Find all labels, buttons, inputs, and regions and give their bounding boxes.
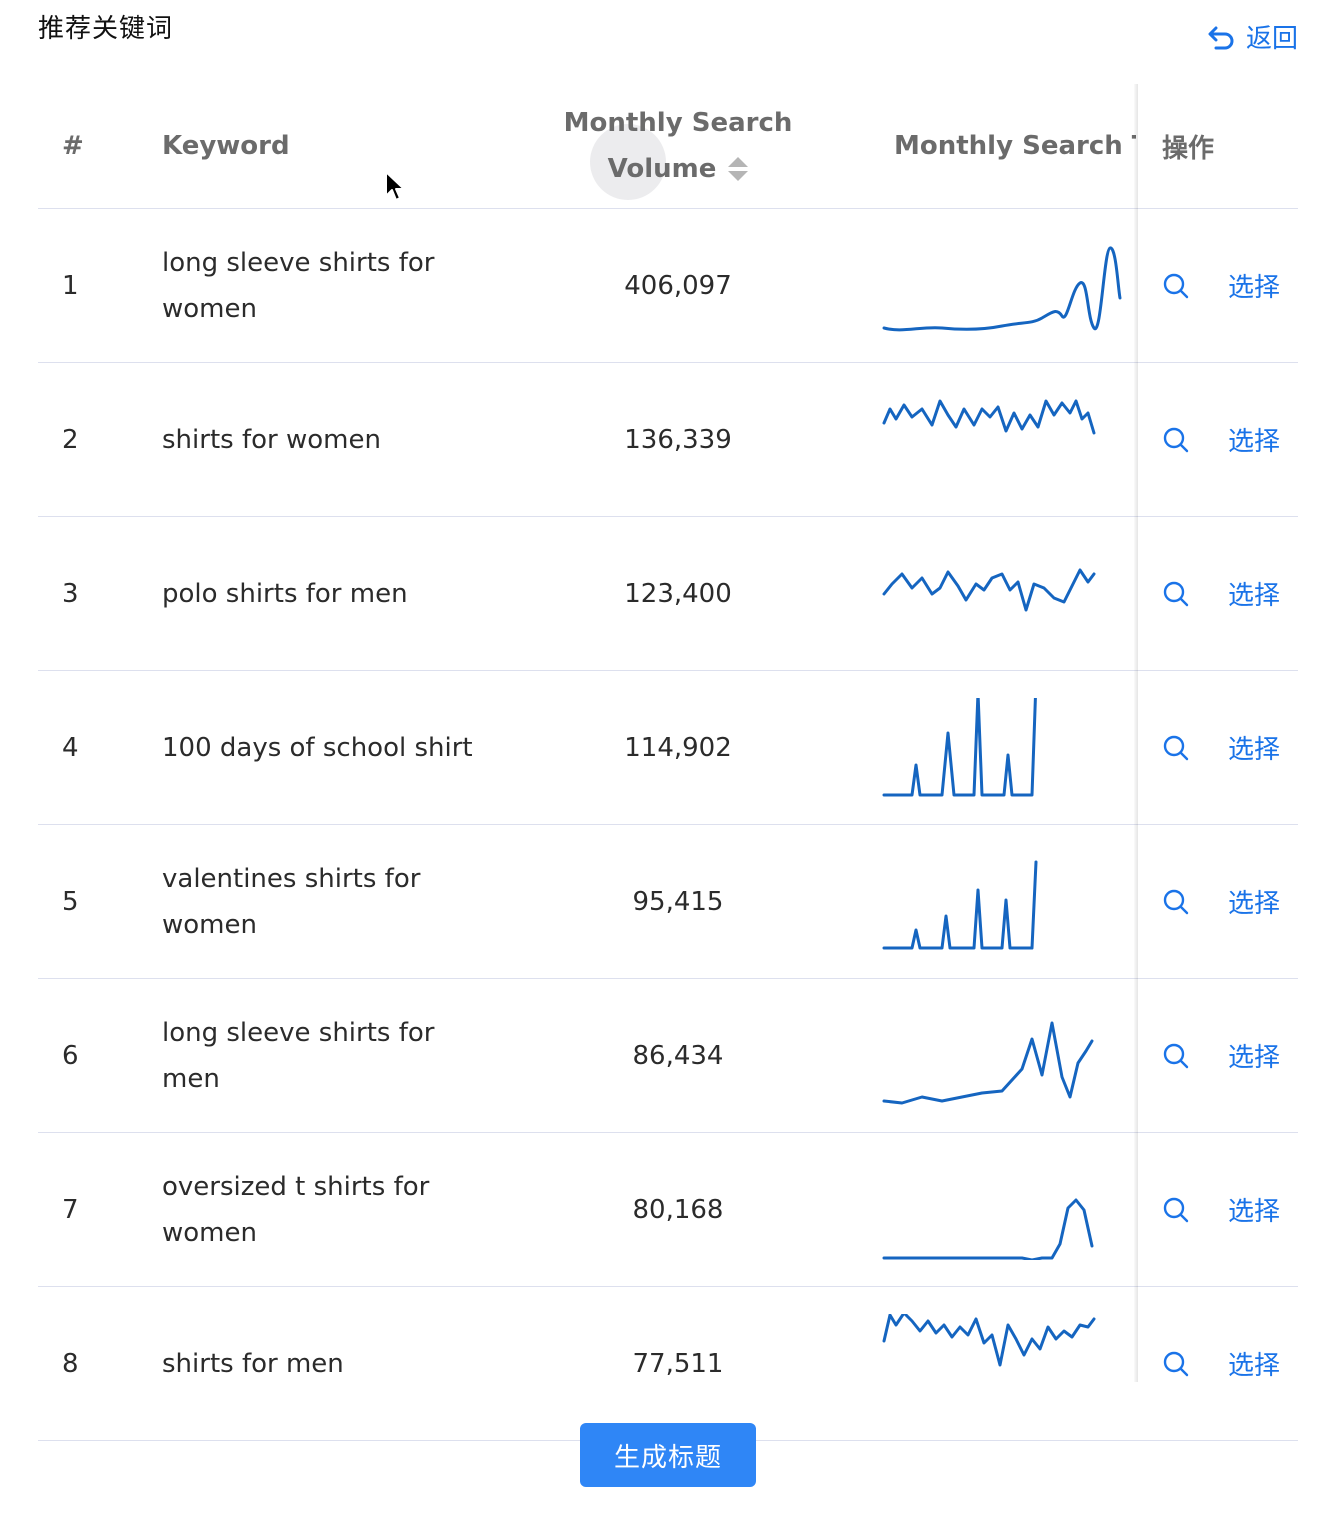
sort-icon[interactable]: [728, 156, 749, 182]
search-icon: [1163, 1043, 1189, 1068]
row-select-button[interactable]: 选择: [1228, 1197, 1281, 1227]
row-volume: 123,400: [624, 578, 732, 609]
table-header: # Keyword Monthly Search Volume Monthly …: [38, 84, 1298, 209]
keyword-table: # Keyword Monthly Search Volume Monthly …: [38, 84, 1298, 1441]
row-keyword: shirts for men: [162, 1348, 344, 1379]
sparkline-chart: [882, 1021, 1094, 1104]
row-volume: 406,097: [624, 270, 732, 301]
back-label: 返回: [1245, 24, 1298, 54]
row-keyword: polo shirts for men: [162, 578, 408, 609]
row-trend-sparkline: [882, 209, 1138, 362]
table-row: 3 polo shirts for men 123,400 选择: [38, 517, 1298, 671]
row-volume: 86,434: [632, 1040, 724, 1071]
table-row: 4 100 days of school shirt 114,902 选择: [38, 671, 1298, 825]
column-header-volume[interactable]: Monthly Search Volume: [558, 84, 798, 208]
sparkline-chart: [882, 245, 1122, 331]
search-icon: [1163, 1351, 1189, 1376]
row-search-button[interactable]: [1162, 363, 1190, 516]
column-header-volume-line1: Monthly Search: [563, 108, 793, 138]
row-select-button[interactable]: 选择: [1228, 889, 1281, 919]
row-trend-sparkline: [882, 1133, 1138, 1286]
fixed-column-shadow: [1134, 84, 1138, 1382]
generate-title-button[interactable]: 生成标题: [580, 1423, 756, 1487]
row-number: 1: [62, 270, 79, 301]
row-trend-sparkline: [882, 979, 1138, 1132]
row-trend-sparkline: [882, 1287, 1138, 1440]
undo-icon: [1208, 26, 1234, 49]
row-number: 5: [62, 886, 79, 917]
sparkline-chart: [882, 1313, 1096, 1366]
row-keyword: shirts for women: [162, 424, 381, 455]
sparkline-chart: [882, 860, 1038, 949]
row-keyword: long sleeve shirts for women: [162, 247, 435, 324]
search-icon: [1163, 735, 1189, 760]
row-search-button[interactable]: [1162, 1133, 1190, 1286]
row-keyword: long sleeve shirts for men: [162, 1017, 435, 1094]
row-search-button[interactable]: [1162, 979, 1190, 1132]
row-search-button[interactable]: [1162, 825, 1190, 978]
column-header-num: #: [62, 131, 84, 161]
row-search-button[interactable]: [1162, 671, 1190, 824]
row-keyword: oversized t shirts for women: [162, 1171, 430, 1248]
search-icon: [1163, 581, 1189, 606]
table-row: 5 valentines shirts for women 95,415 选择: [38, 825, 1298, 979]
table-row: 2 shirts for women 136,339 选择: [38, 363, 1298, 517]
row-number: 3: [62, 578, 79, 609]
row-search-button[interactable]: [1162, 517, 1190, 670]
column-header-keyword: Keyword: [162, 131, 290, 161]
table-row: 1 long sleeve shirts for women 406,097 选…: [38, 209, 1298, 363]
back-button[interactable]: 返回: [1208, 18, 1298, 55]
row-volume: 77,511: [632, 1348, 724, 1379]
search-icon: [1163, 273, 1189, 298]
row-number: 7: [62, 1194, 79, 1225]
sparkline-chart: [882, 697, 1037, 796]
row-select-button[interactable]: 选择: [1228, 1351, 1281, 1381]
table-row: 6 long sleeve shirts for men 86,434 选择: [38, 979, 1298, 1133]
row-trend-sparkline: [882, 363, 1138, 516]
table-row: 7 oversized t shirts for women 80,168 选择: [38, 1133, 1298, 1287]
sparkline-chart: [882, 1198, 1094, 1260]
search-icon: [1163, 1197, 1189, 1222]
page-title: 推荐关键词: [38, 14, 174, 44]
row-keyword: valentines shirts for women: [162, 863, 421, 940]
sparkline-chart: [882, 568, 1096, 611]
row-keyword: 100 days of school shirt: [162, 732, 473, 763]
row-volume: 80,168: [632, 1194, 724, 1225]
search-icon: [1163, 889, 1189, 914]
column-header-ops: 操作: [1162, 133, 1215, 164]
row-trend-sparkline: [882, 517, 1138, 670]
table-row: 8 shirts for men 77,511 选择: [38, 1287, 1298, 1441]
row-number: 8: [62, 1348, 79, 1379]
column-header-volume-line2: Volume: [607, 154, 717, 184]
row-volume: 136,339: [624, 424, 732, 455]
row-search-button[interactable]: [1162, 209, 1190, 362]
row-select-button[interactable]: 选择: [1228, 273, 1281, 303]
row-number: 4: [62, 732, 79, 763]
row-search-button[interactable]: [1162, 1287, 1190, 1440]
row-volume: 114,902: [624, 732, 732, 763]
row-volume: 95,415: [632, 886, 724, 917]
row-select-button[interactable]: 选择: [1228, 1043, 1281, 1073]
search-icon: [1163, 427, 1189, 452]
row-number: 6: [62, 1040, 79, 1071]
mouse-cursor-icon: [385, 171, 405, 201]
click-ripple: [590, 124, 666, 200]
row-trend-sparkline: [882, 825, 1138, 978]
column-header-trend: Monthly Search Trend: [894, 131, 1136, 161]
sparkline-chart: [882, 399, 1096, 434]
row-trend-sparkline: [882, 671, 1138, 824]
row-select-button[interactable]: 选择: [1228, 427, 1281, 457]
row-number: 2: [62, 424, 79, 455]
row-select-button[interactable]: 选择: [1228, 581, 1281, 611]
row-select-button[interactable]: 选择: [1228, 735, 1281, 765]
